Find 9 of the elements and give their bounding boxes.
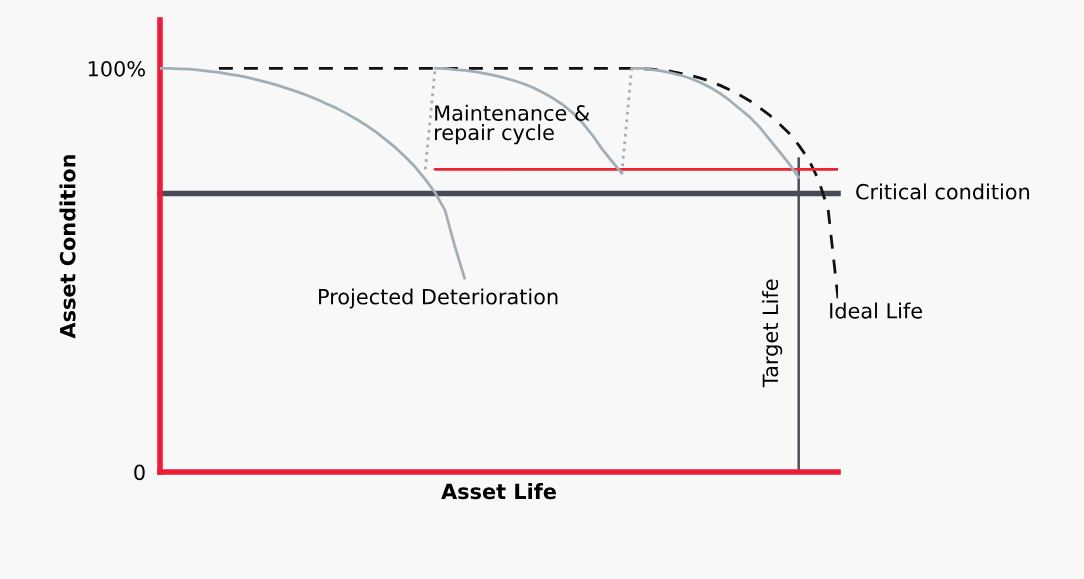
annotation: Maintenance & repair cycle (435, 104, 590, 145)
annotation: Target Life (762, 279, 783, 388)
y-tick-label: 100% (88, 60, 145, 77)
y-axis-title: Asset Condition (59, 155, 76, 339)
y-tick-label: 0 (134, 464, 145, 481)
annotation: Projected Deterioration (319, 288, 558, 309)
annotation: Ideal Life (830, 302, 922, 319)
ref-line-label: Critical condition (856, 183, 1029, 200)
x-axis-title: Asset Life (441, 483, 556, 500)
